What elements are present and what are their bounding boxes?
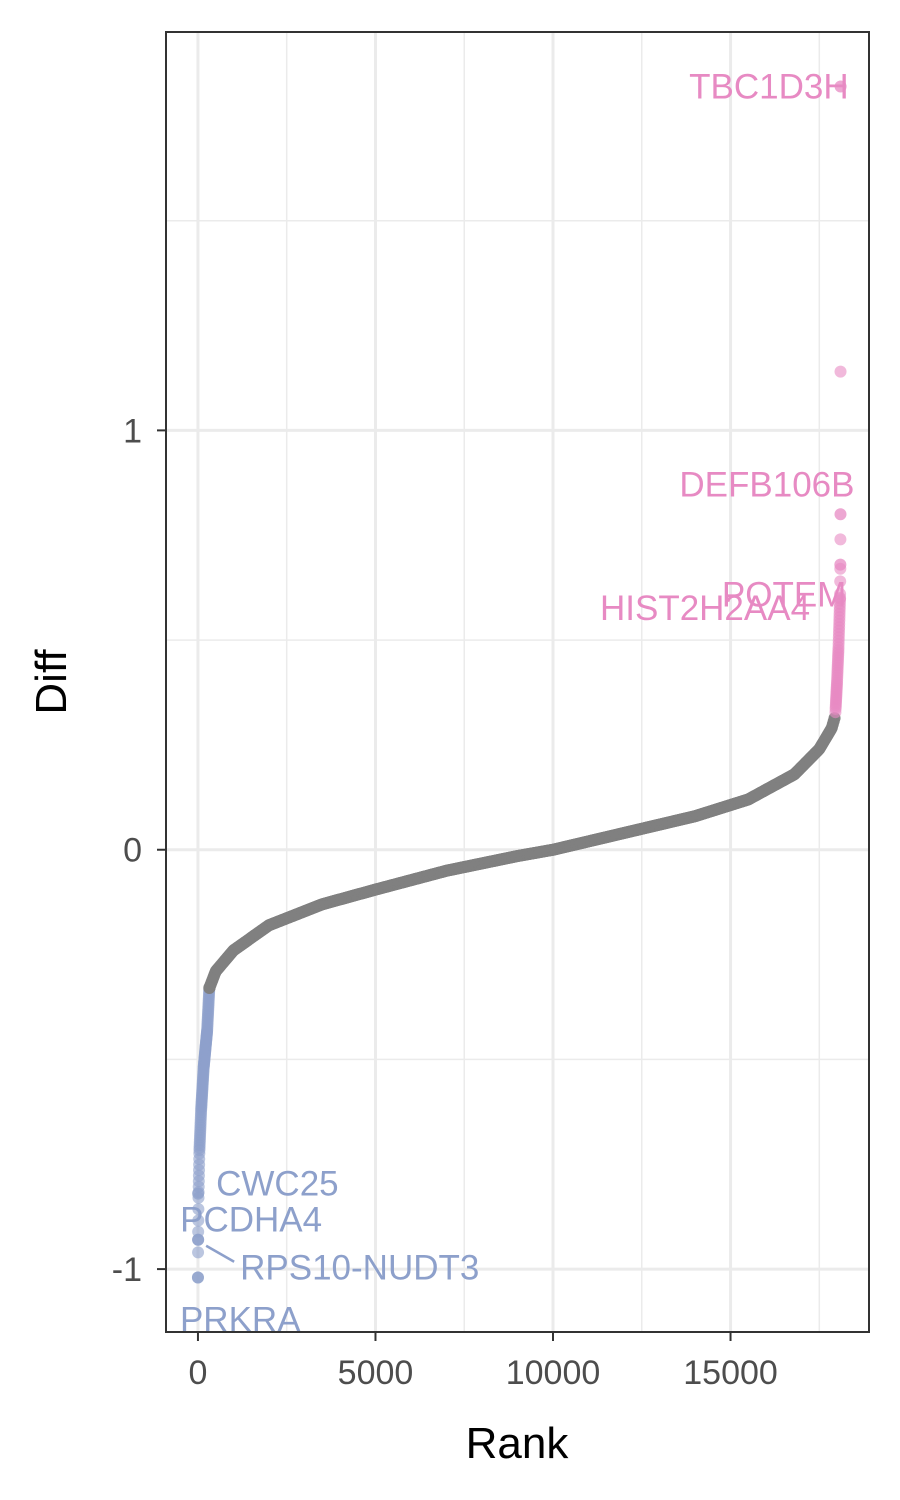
- x-tick-label: 15000: [683, 1354, 778, 1392]
- data-points: [191, 80, 847, 1284]
- x-tick-label: 0: [188, 1354, 207, 1392]
- labeled-point: [192, 1233, 205, 1246]
- x-tick-label: 5000: [338, 1354, 414, 1392]
- data-point: [192, 1246, 205, 1259]
- labeled-point: [192, 1187, 205, 1200]
- data-point: [834, 365, 847, 378]
- label-connector: [205, 1244, 235, 1263]
- y-tick-label: -1: [112, 1251, 142, 1289]
- gene-label: TBC1D3H: [689, 68, 848, 107]
- labeled-point: [834, 558, 847, 571]
- y-tick-label: 0: [123, 832, 142, 870]
- gene-label: HIST2H2AA4: [600, 589, 810, 628]
- data-point: [834, 533, 847, 546]
- label-connectors: [205, 1244, 235, 1263]
- gene-label: CWC25: [216, 1165, 339, 1204]
- data-point: [834, 575, 847, 588]
- data-point: [192, 1214, 205, 1227]
- labeled-point: [834, 592, 847, 605]
- y-tick-label: 1: [123, 412, 142, 450]
- x-axis-title: Rank: [466, 1419, 570, 1468]
- data-point: [203, 981, 216, 994]
- y-axis-title: Diff: [27, 649, 76, 715]
- data-point: [192, 1203, 205, 1216]
- plot-panel-border: [165, 31, 870, 1333]
- gene-label: RPS10-NUDT3: [240, 1249, 479, 1288]
- y-axis: -1 0 1: [112, 412, 166, 1289]
- x-axis: 0 5000 10000 15000: [188, 1332, 778, 1392]
- x-tick-label: 10000: [506, 1354, 601, 1392]
- labeled-point: [834, 508, 847, 521]
- gene-label: DEFB106B: [679, 465, 854, 504]
- labeled-point: [191, 1271, 204, 1284]
- labeled-point: [834, 80, 847, 93]
- grid-lines: [166, 32, 869, 1332]
- gene-label: POTEM: [722, 576, 846, 615]
- gene-label: PCDHA4: [180, 1201, 322, 1240]
